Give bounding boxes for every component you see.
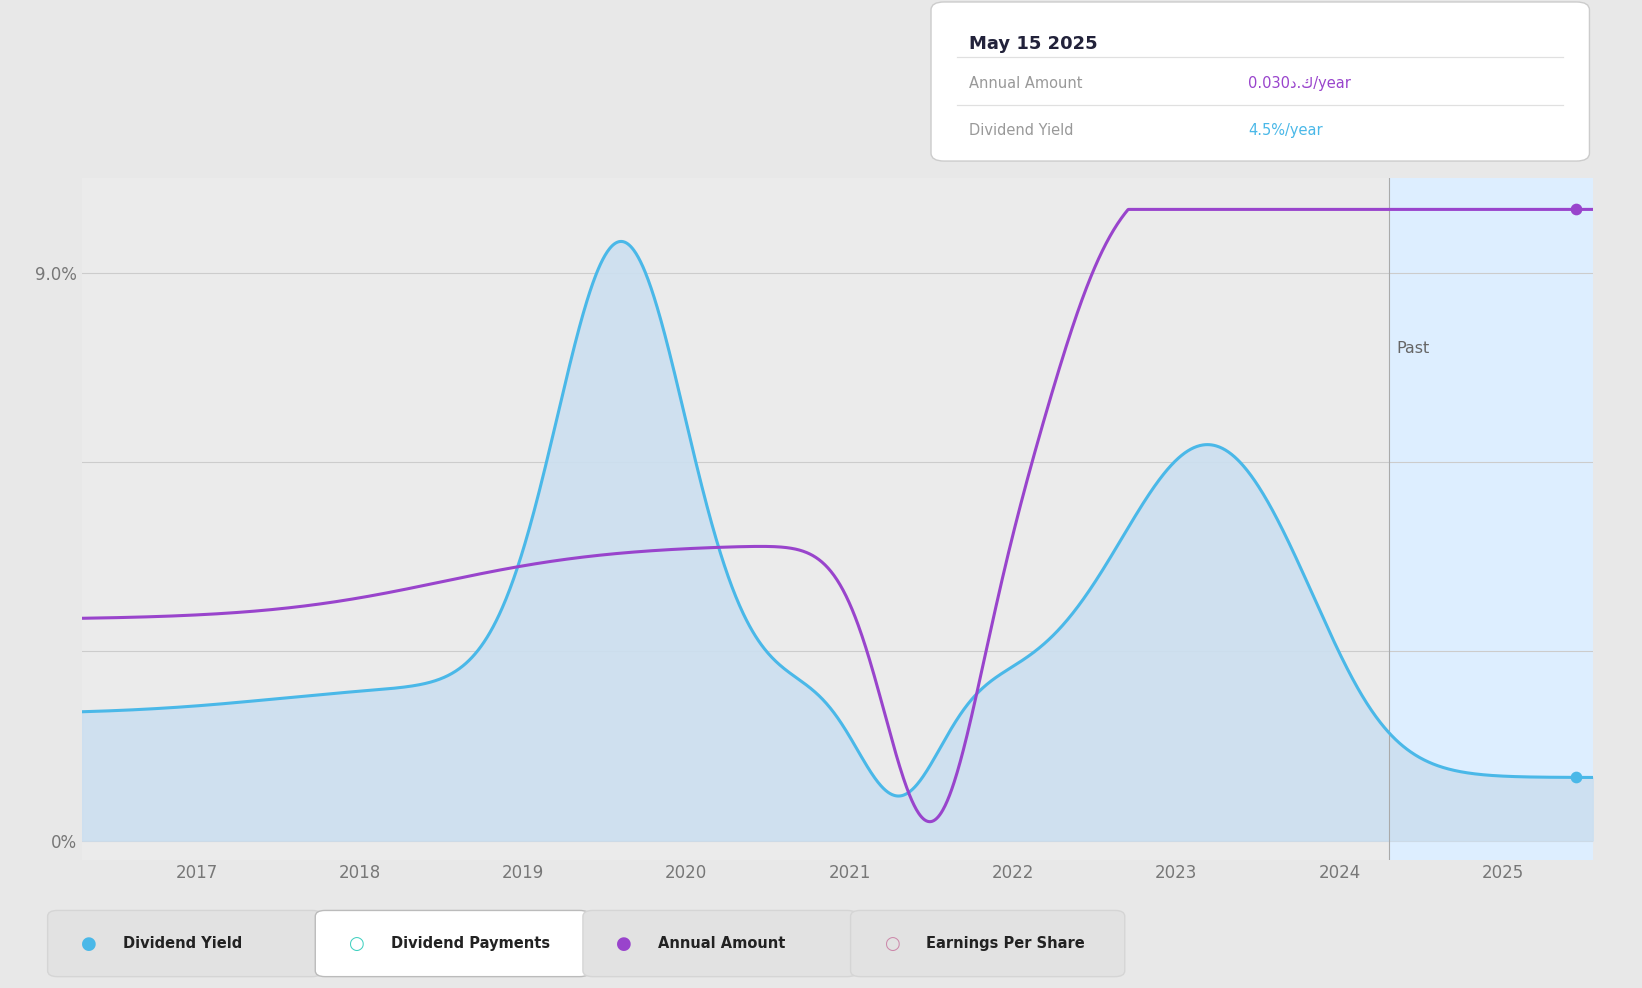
Text: Earnings Per Share: Earnings Per Share (926, 936, 1085, 951)
Text: Annual Amount: Annual Amount (658, 936, 787, 951)
Bar (1389, 178, 1593, 860)
Text: Dividend Yield: Dividend Yield (969, 123, 1074, 138)
Point (1563, 770, 1589, 785)
Text: Dividend Payments: Dividend Payments (391, 936, 550, 951)
Text: 0.030د.ك/year: 0.030د.ك/year (1248, 76, 1351, 92)
Text: ○: ○ (883, 935, 900, 952)
Point (1563, 202, 1589, 217)
Text: Dividend Yield: Dividend Yield (123, 936, 243, 951)
Text: ●: ● (616, 935, 632, 952)
Text: May 15 2025: May 15 2025 (969, 35, 1097, 52)
Text: Past: Past (1397, 341, 1430, 356)
Text: Annual Amount: Annual Amount (969, 76, 1082, 92)
Text: ●: ● (80, 935, 97, 952)
Text: 4.5%/year: 4.5%/year (1248, 123, 1322, 138)
Text: ○: ○ (348, 935, 365, 952)
